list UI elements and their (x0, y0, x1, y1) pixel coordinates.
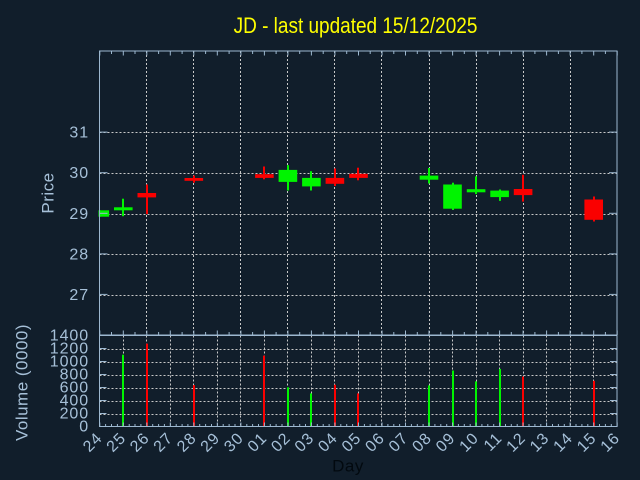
svg-text:800: 800 (60, 367, 89, 384)
svg-text:400: 400 (60, 393, 89, 410)
svg-text:29: 29 (69, 206, 89, 223)
svg-text:Day: Day (332, 457, 364, 476)
svg-text:600: 600 (60, 380, 89, 397)
svg-text:27: 27 (69, 287, 89, 304)
svg-text:JD - last updated 15/12/2025: JD - last updated 15/12/2025 (234, 14, 478, 39)
svg-text:1000: 1000 (50, 354, 89, 371)
svg-text:Price: Price (39, 172, 58, 213)
svg-text:200: 200 (60, 406, 89, 423)
svg-text:31: 31 (69, 125, 89, 142)
svg-text:30: 30 (69, 165, 89, 182)
svg-text:1400: 1400 (50, 328, 89, 345)
svg-text:0: 0 (79, 419, 89, 436)
svg-text:1200: 1200 (50, 341, 89, 358)
svg-text:28: 28 (69, 246, 89, 263)
svg-text:Volume (0000): Volume (0000) (13, 324, 32, 441)
